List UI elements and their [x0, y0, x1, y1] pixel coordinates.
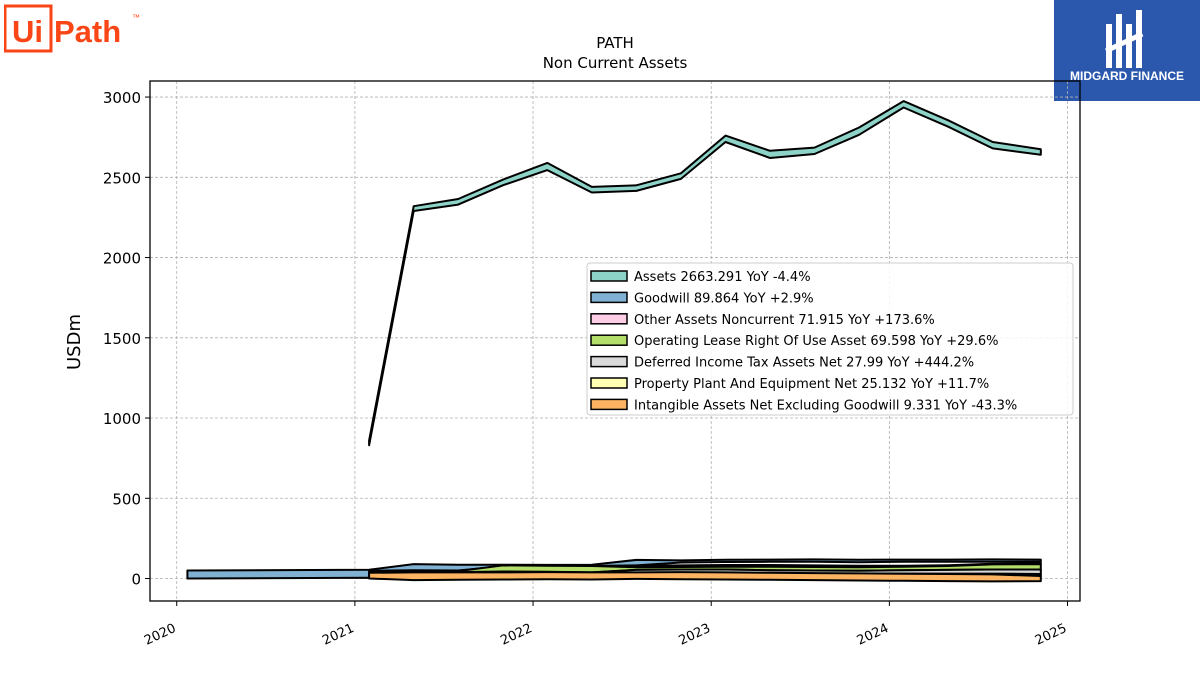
legend-label: Assets 2663.291 YoY -4.4%	[634, 270, 811, 285]
midgard-mark-icon	[1105, 10, 1144, 68]
y-tick-label: 0	[131, 571, 141, 589]
uipath-logo-tm: ™	[132, 13, 140, 22]
plot-series	[186, 100, 1042, 583]
midgard-finance-logo: MIDGARD FINANCE	[1054, 0, 1200, 101]
legend-label: Other Assets Noncurrent 71.915 YoY +173.…	[634, 313, 935, 328]
y-tick-label: 1500	[103, 330, 141, 348]
chart-subtitle: Non Current Assets	[543, 54, 688, 72]
y-tick-label: 2000	[103, 250, 141, 268]
y-ticks: 0 500 1000 1500 2000 2500 3000	[103, 89, 150, 589]
x-ticks: 2020 2021 2022 2023 2024 2025	[142, 601, 1069, 649]
y-tick-label: 2500	[103, 169, 141, 187]
legend-swatch	[590, 313, 628, 325]
legend: Assets 2663.291 YoY -4.4% Goodwill 89.864…	[586, 262, 1074, 416]
x-tick-label: 2021	[320, 621, 356, 649]
x-tick-label: 2024	[855, 621, 891, 649]
legend-label: Operating Lease Right Of Use Asset 69.59…	[634, 334, 998, 349]
legend-label: Deferred Income Tax Assets Net 27.99 YoY…	[634, 356, 974, 371]
legend-swatch	[590, 334, 628, 346]
x-tick-label: 2022	[498, 621, 534, 649]
legend-swatch	[590, 291, 628, 304]
x-tick-label: 2023	[677, 621, 713, 649]
legend-box	[586, 262, 1074, 416]
x-tick-label: 2025	[1033, 621, 1069, 649]
legend-swatch	[590, 355, 628, 368]
legend-swatch	[590, 398, 628, 411]
uipath-logo-text-b: Path	[54, 14, 121, 49]
legend-label: Intangible Assets Net Excluding Goodwill…	[634, 398, 1017, 413]
y-tick-label: 3000	[103, 89, 141, 107]
legend-swatch	[590, 270, 628, 282]
y-axis-label: USDm	[64, 314, 85, 370]
y-tick-label: 500	[112, 490, 141, 508]
series-area-0	[368, 100, 1042, 447]
legend-swatch	[590, 377, 628, 389]
legend-label: Goodwill 89.864 YoY +2.9%	[634, 291, 814, 306]
midgard-logo-text: MIDGARD FINANCE	[1070, 69, 1184, 83]
series-area-6	[368, 571, 1042, 583]
uipath-logo: Ui Path ™	[4, 4, 140, 53]
uipath-logo-frame	[4, 4, 53, 53]
uipath-logo-text-a: Ui	[12, 14, 43, 49]
legend-label: Property Plant And Equipment Net 25.132 …	[634, 377, 989, 392]
plot-frame	[149, 80, 1081, 602]
y-tick-label: 1000	[103, 410, 141, 428]
x-tick-label: 2020	[142, 621, 178, 649]
chart-title: PATH	[596, 34, 634, 52]
